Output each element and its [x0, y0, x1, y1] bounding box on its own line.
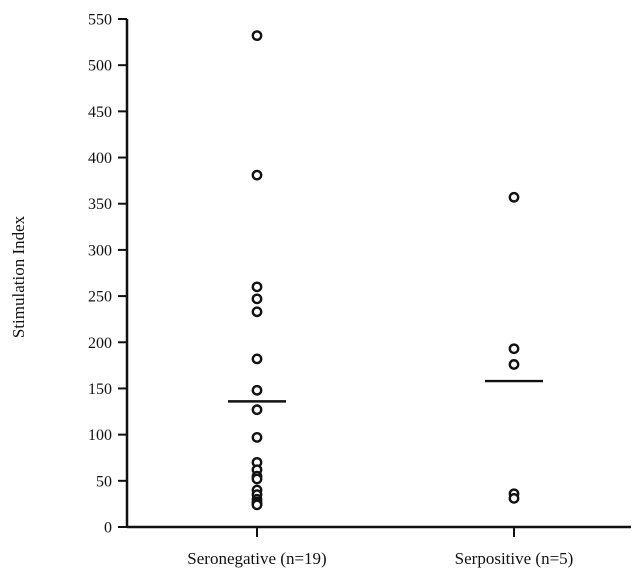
data-point — [508, 343, 520, 355]
data-point — [251, 432, 263, 443]
y-tick-label: 400 — [88, 150, 112, 167]
y-tick-label: 100 — [88, 427, 112, 444]
data-point — [251, 473, 263, 485]
y-tick-label: 550 — [88, 12, 112, 29]
x-category-label: Serpositive (n=5) — [455, 549, 574, 568]
x-category-label: Seronegative (n=19) — [187, 549, 326, 568]
y-axis: 0 50 100 150 200 250 300 350 400 450 500 550 — [88, 12, 129, 537]
y-tick-label: 500 — [88, 58, 112, 75]
data-point — [251, 353, 263, 365]
data-point — [508, 191, 520, 203]
data-point — [251, 281, 263, 293]
data-point — [251, 30, 263, 42]
data-point — [251, 499, 263, 511]
y-tick-label: 450 — [88, 104, 112, 121]
data-point — [251, 384, 263, 396]
data-point — [251, 293, 263, 305]
y-tick-label: 250 — [88, 289, 112, 306]
data-point — [251, 404, 263, 416]
y-tick-label: 50 — [96, 473, 112, 490]
y-axis-label: Stimulation Index — [9, 215, 28, 338]
data-point — [508, 492, 520, 504]
data-points — [251, 30, 520, 511]
x-axis: Seronegative (n=19) Serpositive (n=5) — [127, 525, 631, 568]
y-tick-label: 350 — [88, 196, 112, 213]
data-point — [508, 359, 520, 370]
y-tick-label: 150 — [88, 381, 112, 398]
y-tick-label: 200 — [88, 335, 112, 352]
median-lines — [228, 379, 543, 403]
data-point — [251, 306, 263, 318]
data-point — [251, 169, 263, 181]
y-tick-label: 0 — [104, 520, 112, 537]
y-tick-label: 300 — [88, 242, 112, 259]
